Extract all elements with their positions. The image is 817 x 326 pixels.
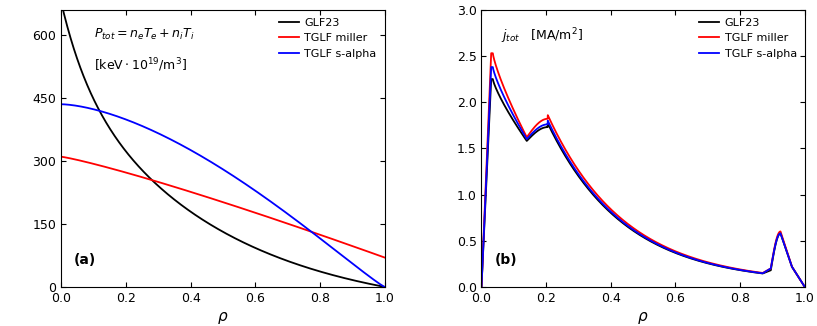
Legend: GLF23, TGLF miller, TGLF s-alpha: GLF23, TGLF miller, TGLF s-alpha xyxy=(275,13,382,63)
Legend: GLF23, TGLF miller, TGLF s-alpha: GLF23, TGLF miller, TGLF s-alpha xyxy=(694,13,801,63)
Text: (b): (b) xyxy=(494,254,517,267)
X-axis label: $\rho$: $\rho$ xyxy=(217,310,229,326)
Text: $P_{tot} = n_e T_e + n_i T_i$: $P_{tot} = n_e T_e + n_i T_i$ xyxy=(94,26,194,41)
X-axis label: $\rho$: $\rho$ xyxy=(637,310,649,326)
Text: $j_{tot}$   $[\mathrm{MA/m^2}]$: $j_{tot}$ $[\mathrm{MA/m^2}]$ xyxy=(501,26,583,46)
Text: $[\mathrm{keV \cdot 10^{19}/m^3}]$: $[\mathrm{keV \cdot 10^{19}/m^3}]$ xyxy=(94,57,186,74)
Text: (a): (a) xyxy=(74,254,96,267)
